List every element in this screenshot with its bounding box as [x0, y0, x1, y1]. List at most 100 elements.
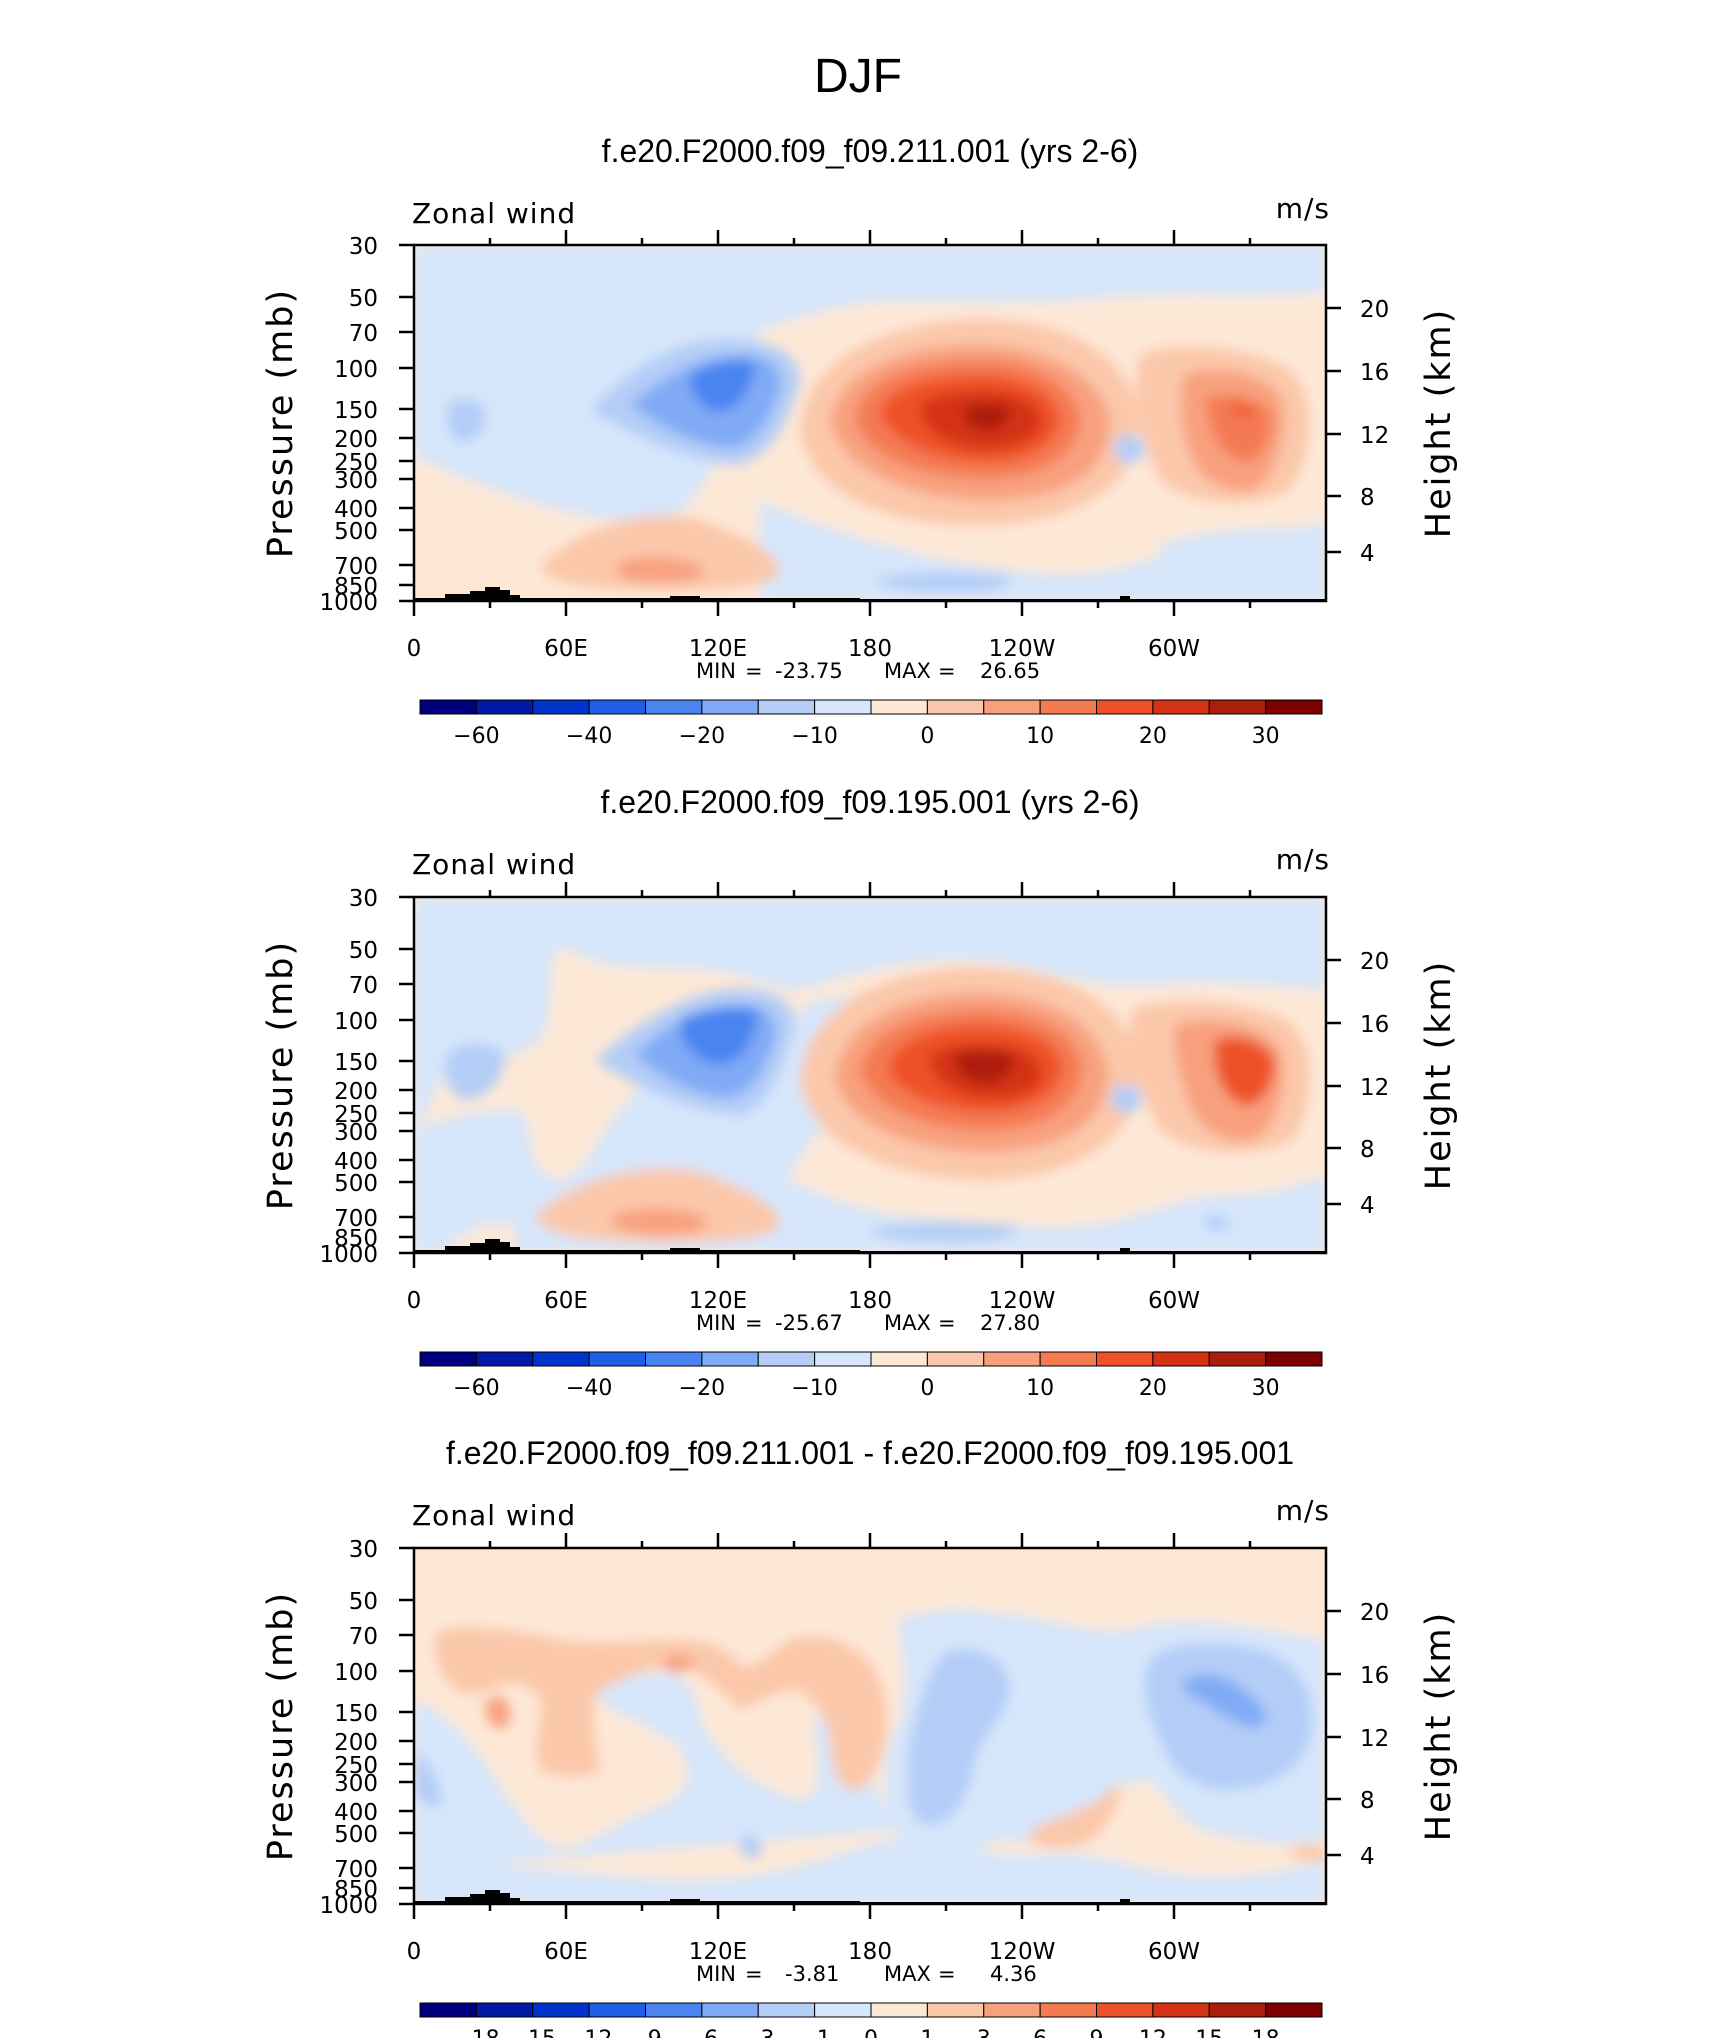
y-axis-label: Pressure (mb) [261, 940, 301, 1210]
colorbar-label: −15 [510, 2027, 556, 2038]
axis-ticks [399, 882, 1341, 1268]
pressure-tick-label: 200 [334, 1730, 378, 1756]
height-tick-label: 12 [1360, 1075, 1389, 1101]
panel-top: f.e20.F2000.f09_f09.211.001 (yrs 2-6) Zo… [261, 133, 1459, 749]
contour-red-low-1 [535, 1168, 780, 1243]
colorbar-label: −40 [566, 724, 612, 749]
colorbar-label: −6 [686, 2027, 718, 2038]
colorbar-label: −9 [629, 2027, 661, 2038]
contour-blue-small-left [446, 398, 486, 442]
colorbar-swatch [1096, 699, 1154, 715]
colorbar-swatch [1039, 2002, 1097, 2018]
colorbar: −60 −40 −20 −10 0 10 20 30 [419, 1351, 1323, 1401]
colorbar-swatch [814, 2002, 872, 2018]
colorbar-label: 0 [920, 724, 934, 749]
max-label: MAX [884, 1311, 931, 1335]
max-value: 26.65 [980, 659, 1040, 683]
y-axis-label-right: Height (km) [1419, 1611, 1459, 1842]
colorbar-swatch [701, 2002, 759, 2018]
colorbar-swatch [1208, 1351, 1267, 1367]
contour-red-low-1 [540, 515, 780, 591]
colorbar-swatch [475, 1351, 534, 1367]
contour-blue-small-left [445, 1044, 505, 1100]
contour-neg-1 [414, 1672, 900, 1870]
colorbar-swatch [645, 1351, 703, 1367]
units-label: m/s [1276, 1494, 1330, 1527]
colorbar-swatch [1096, 2002, 1154, 2018]
contour-neg-2-pacific [907, 1649, 1010, 1825]
panel-title: f.e20.F2000.f09_f09.211.001 - f.e20.F200… [446, 1435, 1294, 1471]
colorbar-label: −20 [679, 1376, 725, 1401]
max-value: 4.36 [990, 1962, 1037, 1986]
colorbar-swatch [419, 2002, 477, 2018]
colorbar-label: −18 [453, 2027, 499, 2038]
colorbar-label: 1 [920, 2027, 934, 2038]
contour-red-6 [955, 1051, 1013, 1083]
x-tick-label: 120E [689, 1939, 747, 1965]
pressure-tick-label: 30 [349, 1537, 378, 1563]
contour-blue-low-2 [875, 572, 1011, 592]
pressure-tick-label: 100 [334, 1660, 378, 1686]
height-tick-label: 16 [1360, 360, 1389, 386]
colorbar-swatch [926, 2002, 985, 2018]
x-tick-labels: 0 60E 120E 180 120W 60W [407, 636, 1200, 662]
contour-field [414, 897, 1326, 1253]
pressure-tick-label: 300 [334, 1771, 378, 1797]
height-tick-label: 20 [1360, 949, 1389, 975]
colorbar-swatch [645, 2002, 703, 2018]
contour-pos-2-africa [485, 1695, 511, 1729]
contour-field [414, 1548, 1326, 1904]
variable-label: Zonal wind [412, 1499, 576, 1532]
colorbar-swatch [1265, 699, 1323, 715]
pressure-tick-label: 700 [334, 1206, 378, 1232]
colorbar-label: 18 [1252, 2027, 1280, 2038]
panel-title: f.e20.F2000.f09_f09.211.001 (yrs 2-6) [602, 133, 1139, 169]
equals-sign: = [745, 659, 763, 683]
max-label: MAX [884, 659, 931, 683]
pressure-tick-label: 850 [334, 1226, 378, 1252]
contour-blue-upper [414, 897, 1326, 1130]
pressure-tick-label: 50 [349, 1589, 378, 1615]
pressure-tick-labels: 30 50 70 100 150 200 250 300 400 500 700… [319, 1537, 378, 1919]
colorbar-swatch [532, 1351, 590, 1367]
colorbar-label: 3 [977, 2027, 991, 2038]
min-value: -3.81 [785, 1962, 839, 1986]
y-axis-label-right: Height (km) [1419, 308, 1459, 539]
pressure-tick-label: 70 [349, 973, 378, 999]
x-tick-label: 0 [407, 636, 422, 662]
pressure-tick-label: 500 [334, 1822, 378, 1848]
colorbar-swatch [983, 699, 1041, 715]
min-max-readout: MIN = -23.75 MAX = 26.65 [696, 659, 1040, 683]
max-value: 27.80 [980, 1311, 1040, 1335]
height-tick-label: 16 [1360, 1663, 1389, 1689]
colorbar-label: 20 [1139, 1376, 1167, 1401]
pressure-tick-label: 1000 [319, 1893, 378, 1919]
pressure-tick-label: 250 [334, 450, 378, 476]
height-tick-label: 20 [1360, 1600, 1389, 1626]
height-tick-label: 4 [1360, 1844, 1375, 1870]
topography [414, 1890, 1326, 1904]
contour-red-atl-4 [1228, 405, 1255, 417]
colorbar-label: 15 [1195, 2027, 1223, 2038]
pressure-tick-label: 1000 [319, 1242, 378, 1268]
colorbar-label: −10 [791, 724, 837, 749]
height-tick-label: 4 [1360, 1193, 1375, 1219]
y-axis-label-right: Height (km) [1419, 960, 1459, 1191]
colorbar-label: 9 [1090, 2027, 1104, 2038]
colorbar-swatch [1152, 2002, 1210, 2018]
colorbar-swatch [588, 2002, 646, 2018]
contour-red-6 [964, 403, 1011, 430]
contour-blue-4 [690, 360, 755, 412]
figure-title: DJF [814, 50, 902, 103]
colorbar-swatch [475, 2002, 534, 2018]
x-tick-label: 120W [989, 1939, 1056, 1965]
axis-ticks [399, 1533, 1341, 1919]
colorbar-swatch [870, 1351, 928, 1367]
x-tick-label: 180 [848, 1288, 892, 1314]
min-max-readout: MIN = -3.81 MAX = 4.36 [696, 1962, 1037, 1986]
contour-blue-gap [1115, 434, 1145, 464]
colorbar-label: 10 [1026, 724, 1054, 749]
pressure-tick-label: 500 [334, 1171, 378, 1197]
x-tick-label: 120W [989, 636, 1056, 662]
contour-blue-atlantic-low [1160, 528, 1326, 587]
